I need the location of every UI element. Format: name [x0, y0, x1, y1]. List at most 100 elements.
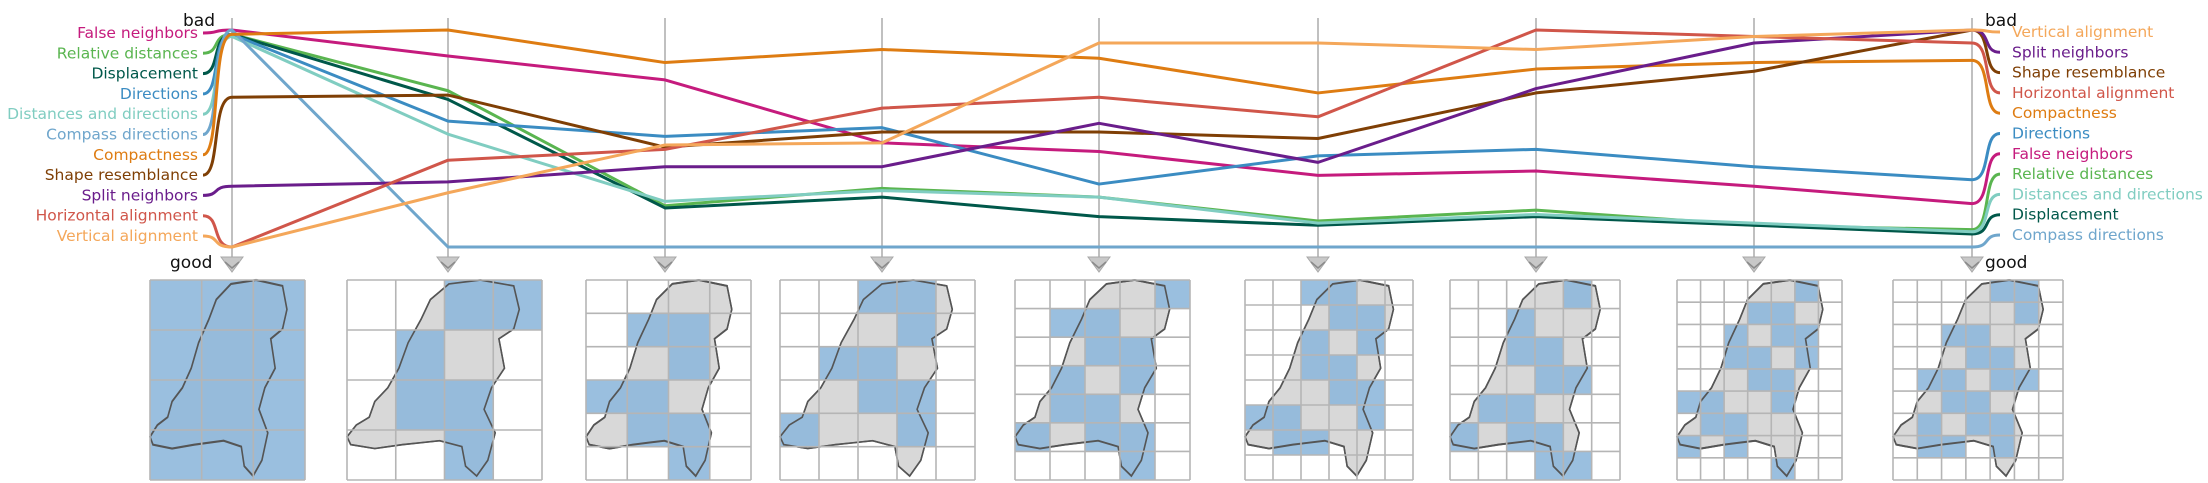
axis-arrow-9	[1960, 256, 1984, 273]
left-label-compass-directions: Compass directions	[46, 126, 198, 144]
map-cell	[1990, 368, 2015, 392]
map-cell	[897, 313, 936, 347]
series-line-distances-and-directions	[202, 35, 2001, 234]
series-line-directions	[202, 32, 2001, 186]
map-cell	[627, 313, 669, 347]
map-cell	[1357, 330, 1385, 355]
right-label-vertical-alignment: Vertical alignment	[2012, 23, 2153, 41]
map-cell	[1085, 422, 1120, 452]
map-cell	[150, 280, 202, 330]
series-line-shape-resemblance	[202, 28, 2001, 177]
map-cell	[1700, 391, 1725, 414]
map-cell	[1990, 346, 2015, 369]
left-label-relative-distances: Relative distances	[57, 44, 198, 62]
map-cell	[1120, 337, 1155, 366]
map-cell	[1301, 355, 1329, 380]
map-cell	[1329, 355, 1357, 380]
map-cell	[201, 380, 254, 430]
map-cell	[1329, 380, 1357, 405]
right-bad-label: bad	[1985, 11, 2017, 31]
map-cell	[1506, 394, 1535, 423]
country-outline	[1449, 279, 1602, 478]
axis-arrow-2	[436, 256, 460, 273]
map-cell	[1747, 346, 1772, 369]
axis-arrow-tip-5	[1091, 261, 1107, 269]
map-cell	[1771, 302, 1795, 325]
map-cell	[586, 380, 628, 414]
map-cell	[1506, 337, 1535, 366]
map-cell	[253, 330, 305, 380]
cartogram-map-1	[149, 278, 306, 481]
map-cell	[1990, 280, 2015, 303]
map-cell	[897, 280, 936, 314]
left-label-compactness: Compactness	[93, 146, 198, 164]
right-label-compactness: Compactness	[2012, 104, 2117, 122]
left-good-label: good	[170, 253, 212, 273]
right-label-split-neighbors: Split neighbors	[2012, 43, 2128, 61]
cartogram-map-8	[1676, 278, 1843, 481]
left-label-vertical-alignment: Vertical alignment	[57, 227, 198, 245]
axis-arrow-tip-1	[224, 261, 240, 269]
map-cell	[2014, 302, 2039, 325]
right-label-horizontal-alignment: Horizontal alignment	[2012, 84, 2174, 102]
map-cell	[1771, 368, 1795, 392]
left-bad-label: bad	[183, 11, 215, 31]
left-label-horizontal-alignment: Horizontal alignment	[36, 207, 198, 225]
map-cell	[1917, 413, 1942, 436]
map-cell	[1965, 346, 1991, 369]
cartogram-map-9	[1892, 279, 2064, 481]
map-cell	[444, 280, 494, 330]
axis-arrow-7	[1524, 256, 1548, 273]
map-cell	[1506, 422, 1535, 452]
left-label-directions: Directions	[120, 85, 198, 103]
map-cell	[1941, 435, 1966, 458]
map-cell	[1357, 405, 1385, 430]
map-cell	[1329, 305, 1357, 330]
map-cell	[201, 330, 254, 380]
series-line-false-neighbors	[202, 28, 2001, 206]
map-cell	[1301, 330, 1329, 355]
map-cell	[1535, 337, 1564, 366]
map-cell	[858, 280, 897, 314]
left-label-shape-resemblance: Shape resemblance	[45, 166, 198, 184]
cartogram-map-5	[1014, 279, 1191, 481]
country-outline	[1892, 279, 2045, 478]
series-line-displacement	[202, 32, 2001, 236]
right-label-shape-resemblance: Shape resemblance	[2012, 64, 2165, 82]
series-labels: False neighbors False neighbors Relative d…	[7, 23, 2203, 245]
map-cell	[1273, 405, 1301, 430]
cartogram-maps	[149, 278, 2064, 481]
map-cell	[668, 413, 710, 447]
map-cell	[201, 430, 254, 480]
map-cell	[253, 380, 305, 430]
map-cell	[1747, 302, 1772, 325]
cartogram-map-3	[585, 278, 752, 481]
left-label-displacement: Displacement	[91, 65, 198, 83]
axis-arrow-tip-9	[1964, 261, 1980, 269]
map-cell	[150, 380, 202, 430]
country-outline	[779, 279, 954, 478]
map-cell	[2014, 368, 2039, 392]
map-cell	[1050, 394, 1085, 423]
map-cell	[627, 380, 669, 414]
map-cell	[253, 280, 305, 330]
map-cell	[1120, 422, 1155, 452]
map-cell	[1357, 305, 1385, 330]
axis-arrow-1	[220, 256, 244, 273]
axes-layer	[220, 18, 1984, 273]
map-cell	[1677, 391, 1701, 414]
cartogram-map-2	[346, 279, 543, 481]
cartogram-map-7	[1449, 279, 1621, 481]
series-line-split-neighbors	[202, 28, 2001, 197]
series-line-compactness	[202, 28, 2001, 157]
axis-end-labels: bad good bad good	[170, 11, 2027, 273]
map-cell	[395, 380, 445, 430]
axis-arrow-6	[1306, 256, 1330, 273]
right-label-displacement: Displacement	[2012, 206, 2119, 224]
right-label-false-neighbors: False neighbors	[2012, 145, 2133, 163]
map-cell	[1794, 346, 1819, 369]
map-cell	[1700, 413, 1725, 436]
map-cell	[668, 313, 710, 347]
map-cell	[1724, 346, 1748, 369]
